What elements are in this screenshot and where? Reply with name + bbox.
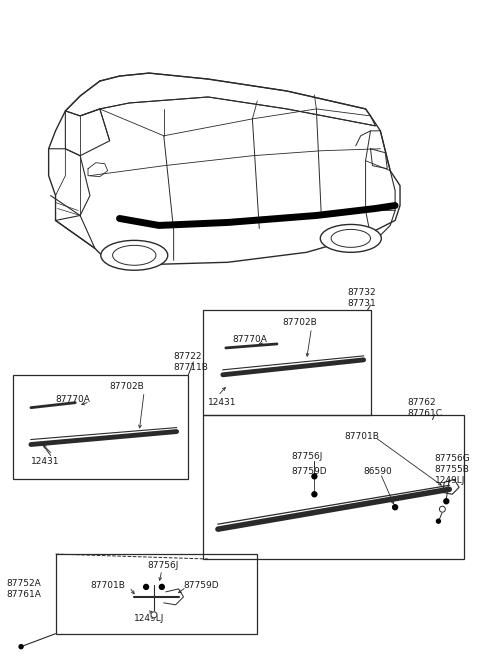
Text: 87752A: 87752A bbox=[6, 579, 41, 588]
Text: 87761A: 87761A bbox=[6, 590, 41, 599]
Text: 87731: 87731 bbox=[348, 299, 377, 308]
Circle shape bbox=[144, 584, 148, 589]
Circle shape bbox=[439, 506, 445, 512]
Text: 1249LJ: 1249LJ bbox=[134, 614, 165, 623]
Text: 87756J: 87756J bbox=[292, 453, 323, 461]
Text: 87711B: 87711B bbox=[174, 363, 208, 372]
Text: 87759D: 87759D bbox=[183, 581, 219, 590]
Circle shape bbox=[151, 612, 157, 618]
Text: 12431: 12431 bbox=[208, 398, 237, 407]
Text: 87770A: 87770A bbox=[233, 335, 267, 344]
Circle shape bbox=[393, 504, 397, 510]
Text: 87770A: 87770A bbox=[56, 395, 90, 403]
Text: 86590: 86590 bbox=[364, 468, 392, 476]
Text: 87756G: 87756G bbox=[434, 455, 470, 463]
Circle shape bbox=[312, 492, 317, 497]
Text: 87732: 87732 bbox=[348, 288, 376, 297]
Circle shape bbox=[444, 499, 449, 504]
Text: 1249LJ: 1249LJ bbox=[434, 476, 465, 485]
Text: 87701B: 87701B bbox=[344, 432, 379, 441]
Text: 87761C: 87761C bbox=[407, 409, 442, 418]
Text: 87759D: 87759D bbox=[292, 468, 327, 476]
Text: 87762: 87762 bbox=[407, 398, 435, 407]
Text: 87756J: 87756J bbox=[147, 561, 179, 570]
Circle shape bbox=[312, 474, 317, 479]
Ellipse shape bbox=[320, 224, 381, 253]
Text: 87702B: 87702B bbox=[282, 318, 317, 327]
Text: 87722: 87722 bbox=[174, 352, 202, 361]
Circle shape bbox=[159, 584, 164, 589]
Text: 87702B: 87702B bbox=[109, 382, 144, 391]
Text: 12431: 12431 bbox=[31, 457, 60, 466]
Text: 87701B: 87701B bbox=[90, 581, 125, 590]
Text: 87755B: 87755B bbox=[434, 465, 469, 474]
Ellipse shape bbox=[101, 240, 168, 270]
Circle shape bbox=[19, 645, 23, 649]
Circle shape bbox=[436, 519, 440, 523]
